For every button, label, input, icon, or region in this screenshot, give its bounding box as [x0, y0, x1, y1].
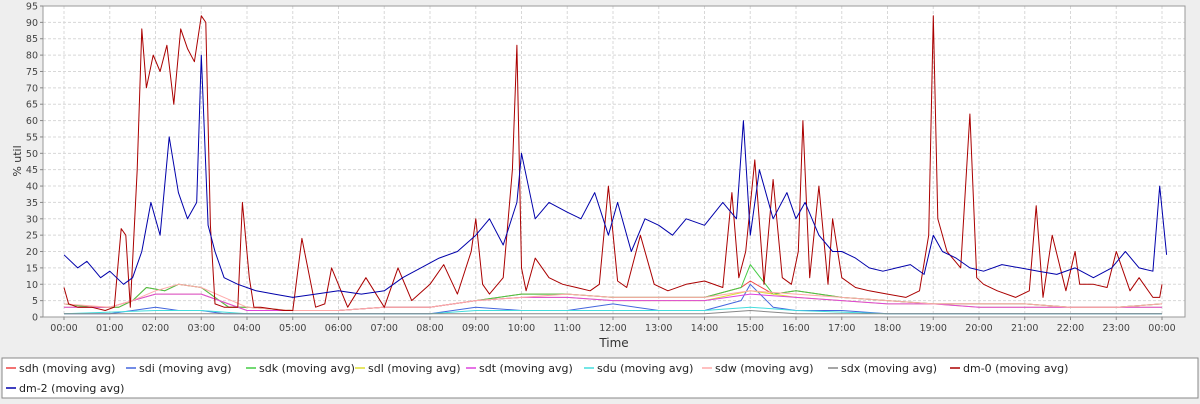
y-tick-label: 50 — [26, 149, 38, 160]
x-tick-label: 04:00 — [233, 323, 260, 334]
y-tick-label: 15 — [26, 263, 38, 274]
x-tick-label: 10:00 — [508, 323, 535, 334]
y-tick-label: 85 — [26, 34, 38, 45]
grid — [43, 5, 1185, 318]
legend-item-label: sdl (moving avg) — [368, 362, 461, 375]
x-tick-label: 16:00 — [782, 323, 809, 334]
x-tick-label: 07:00 — [371, 323, 398, 334]
x-tick-label: 03:00 — [188, 323, 215, 334]
y-tick-label: 80 — [26, 51, 38, 62]
y-tick-label: 10 — [26, 280, 38, 291]
y-tick-label: 55 — [26, 132, 38, 143]
x-tick-label: 00:00 — [1148, 323, 1175, 334]
legend-item-label: sdi (moving avg) — [139, 362, 232, 375]
x-tick-label: 21:00 — [1011, 323, 1038, 334]
x-tick-label: 11:00 — [554, 323, 581, 334]
legend-item-label: sdu (moving avg) — [597, 362, 693, 375]
legend-item-label: sdh (moving avg) — [19, 362, 115, 375]
x-tick-label: 00:00 — [50, 323, 77, 334]
y-tick-label: 70 — [26, 83, 38, 94]
series-line-6 — [63, 283, 1163, 311]
series-line-7 — [64, 310, 1162, 315]
x-axis-label: Time — [598, 336, 628, 350]
x-tick-label: 06:00 — [325, 323, 352, 334]
y-tick-label: 60 — [26, 116, 38, 127]
x-tick-label: 19:00 — [920, 323, 947, 334]
x-tick-label: 05:00 — [279, 323, 306, 334]
y-tick-label: 40 — [26, 182, 38, 193]
y-tick-label: 0 — [32, 313, 38, 324]
x-tick-label: 13:00 — [645, 323, 672, 334]
x-tick-label: 22:00 — [1057, 323, 1084, 334]
x-tick-label: 15:00 — [737, 323, 764, 334]
plot-border — [42, 5, 1186, 318]
legend-item-label: dm-2 (moving avg) — [19, 382, 124, 395]
series-line-4 — [64, 293, 1162, 311]
y-tick-label: 45 — [26, 165, 38, 176]
series-line-9 — [63, 54, 1168, 298]
legend-item-label: sdx (moving avg) — [841, 362, 937, 375]
y-tick-label: 90 — [26, 18, 38, 29]
y-tick-label: 95 — [26, 2, 38, 13]
y-axis-label: % util — [11, 145, 24, 176]
y-tick-label: 65 — [26, 100, 38, 111]
y-tick-label: 20 — [26, 247, 38, 258]
y-tick-label: 30 — [26, 214, 38, 225]
x-tick-label: 17:00 — [828, 323, 855, 334]
legend-item-label: sdt (moving avg) — [479, 362, 573, 375]
plot-background — [43, 6, 1185, 317]
x-tick-label: 18:00 — [874, 323, 901, 334]
x-tick-label: 23:00 — [1103, 323, 1130, 334]
y-tick-label: 5 — [32, 296, 38, 307]
legend-item-label: sdw (moving avg) — [715, 362, 813, 375]
x-tick-label: 20:00 — [965, 323, 992, 334]
legend-box — [1, 357, 1199, 399]
legend: sdh (moving avg) sdi (moving avg) sdk (mov… — [6, 362, 1068, 395]
x-tick-label: 08:00 — [416, 323, 443, 334]
x-tick-label: 01:00 — [96, 323, 123, 334]
y-tick-label: 75 — [26, 67, 38, 78]
x-tick-label: 14:00 — [691, 323, 718, 334]
x-tick-label: 12:00 — [599, 323, 626, 334]
legend-item-label: sdk (moving avg) — [259, 362, 355, 375]
y-axis: 0 5 10 15 20 25 30 35 40 45 50 55 60 65 70 75 80 85 90 95 — [26, 2, 43, 324]
x-tick-label: 09:00 — [462, 323, 489, 334]
series-lines — [63, 15, 1168, 315]
x-tick-label: 02:00 — [142, 323, 169, 334]
series-line-8 — [63, 15, 1163, 311]
y-tick-label: 25 — [26, 231, 38, 242]
legend-item-label: dm-0 (moving avg) — [963, 362, 1068, 375]
x-axis: 00:00 01:00 02:00 03:00 04:00 05:00 06:00 07:00… — [50, 317, 1176, 334]
y-tick-label: 35 — [26, 198, 38, 209]
